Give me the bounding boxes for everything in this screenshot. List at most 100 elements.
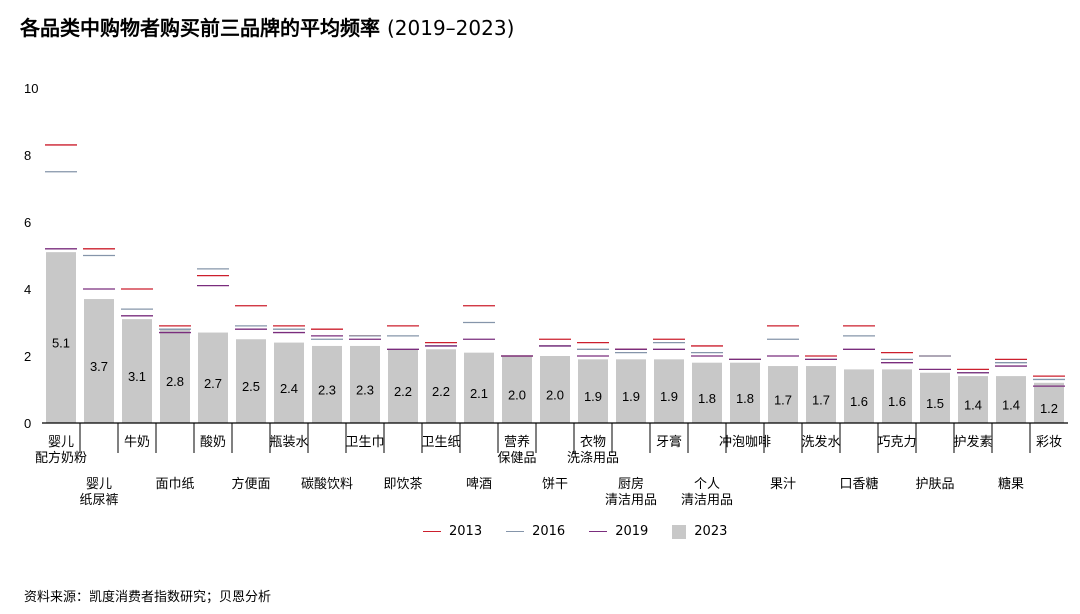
bar-value-label: 1.4 xyxy=(964,398,982,413)
legend-item-2019: 2019 xyxy=(589,524,648,539)
bar-value-label: 2.2 xyxy=(432,384,450,399)
bar-2023 xyxy=(426,349,456,423)
legend-item-2023: 2023 xyxy=(672,524,727,539)
bar-value-label: 1.5 xyxy=(926,396,944,411)
y-tick-label: 8 xyxy=(24,148,31,163)
bar-2023 xyxy=(274,342,304,423)
x-tick-label: 配方奶粉 xyxy=(35,450,87,466)
x-tick-label: 口香糖 xyxy=(839,476,878,492)
x-tick-label: 洗发水 xyxy=(801,434,840,450)
x-tick-label: 清洁用品 xyxy=(681,493,733,508)
bar-value-label: 5.1 xyxy=(52,336,70,351)
bar-value-label: 1.2 xyxy=(1040,401,1058,416)
x-tick-label: 彩妆 xyxy=(1036,435,1062,450)
x-tick-label: 即饮茶 xyxy=(383,476,422,492)
legend-swatch xyxy=(589,531,608,532)
bar-2023 xyxy=(730,362,760,423)
bar-2023 xyxy=(350,345,380,423)
bar-value-label: 1.7 xyxy=(812,393,830,408)
bar-2023 xyxy=(806,366,836,423)
y-tick-label: 10 xyxy=(24,81,38,96)
x-tick-label: 纸尿裤 xyxy=(79,493,118,508)
x-tick-label: 牙膏 xyxy=(656,434,682,450)
bar-value-label: 3.7 xyxy=(90,359,108,374)
chart-title-years: (2019–2023) xyxy=(386,16,515,40)
bar-2023 xyxy=(616,359,646,423)
bar-2023 xyxy=(844,369,874,423)
bar-value-label: 2.0 xyxy=(546,388,564,403)
x-tick-label: 卫生纸 xyxy=(421,435,460,450)
x-tick-label: 护发素 xyxy=(953,434,992,450)
bar-2023 xyxy=(540,356,570,423)
bar-value-label: 3.1 xyxy=(128,369,146,384)
bar-value-label: 1.7 xyxy=(774,393,792,408)
y-tick-label: 6 xyxy=(24,215,31,230)
bar-2023 xyxy=(654,359,684,423)
bar-value-label: 2.7 xyxy=(204,376,222,391)
legend-label: 2013 xyxy=(449,524,483,539)
bar-2023 xyxy=(464,352,494,423)
bar-value-label: 1.8 xyxy=(698,391,716,406)
bar-value-label: 2.8 xyxy=(166,374,184,389)
bar-value-label: 2.1 xyxy=(470,386,488,401)
x-tick-label: 保健品 xyxy=(497,451,536,466)
bar-value-label: 2.5 xyxy=(242,379,260,394)
bar-value-label: 2.2 xyxy=(394,384,412,399)
x-tick-label: 婴儿 xyxy=(86,477,112,492)
x-tick-label: 酸奶 xyxy=(200,435,226,450)
legend-swatch xyxy=(506,531,525,532)
bar-2023 xyxy=(46,252,76,423)
bar-2023 xyxy=(692,362,722,423)
bar-value-label: 1.9 xyxy=(584,389,602,404)
y-tick-label: 2 xyxy=(24,349,31,364)
bar-2023 xyxy=(122,319,152,423)
legend-swatch xyxy=(672,524,687,539)
x-tick-label: 个人 xyxy=(694,477,720,492)
bar-value-label: 2.3 xyxy=(318,382,336,397)
legend-item-2016: 2016 xyxy=(506,524,565,539)
x-tick-label: 果汁 xyxy=(770,477,796,492)
x-tick-label: 婴儿 xyxy=(48,435,74,450)
x-tick-label: 糖果 xyxy=(998,476,1024,492)
legend-label: 2023 xyxy=(694,524,728,539)
x-tick-label: 瓶装水 xyxy=(269,435,308,450)
bar-2023 xyxy=(996,376,1026,423)
x-tick-label: 方便面 xyxy=(231,476,270,492)
x-tick-label: 饼干 xyxy=(542,477,568,492)
x-tick-label: 冲泡咖啡 xyxy=(719,435,771,450)
chart-legend: 2013 2016 2019 2023 xyxy=(423,524,751,539)
y-tick-label: 0 xyxy=(24,416,31,431)
bar-2023 xyxy=(958,376,988,423)
bar-value-label: 1.9 xyxy=(622,389,640,404)
legend-swatch xyxy=(423,531,441,532)
bar-value-label: 1.8 xyxy=(736,391,754,406)
x-tick-label: 营养 xyxy=(504,434,530,450)
bar-value-label: 2.0 xyxy=(508,388,526,403)
x-tick-label: 洗涤用品 xyxy=(567,451,619,466)
bar-value-label: 2.4 xyxy=(280,381,298,396)
bar-value-label: 1.6 xyxy=(888,394,906,409)
legend-label: 2016 xyxy=(532,524,566,539)
legend-item-2013: 2013 xyxy=(423,524,482,539)
chart-title: 各品类中购物者购买前三品牌的平均频率 (2019–2023) xyxy=(20,12,514,41)
bar-value-label: 2.3 xyxy=(356,382,374,397)
x-tick-label: 卫生巾 xyxy=(345,435,384,450)
bar-2023 xyxy=(388,349,418,423)
bar-2023 xyxy=(768,366,798,423)
bar-value-label: 1.4 xyxy=(1002,398,1020,413)
bar-2023 xyxy=(920,372,950,423)
x-tick-label: 巧克力 xyxy=(877,435,916,450)
x-tick-label: 厨房 xyxy=(618,476,644,492)
legend-label: 2019 xyxy=(615,524,649,539)
bar-2023 xyxy=(198,332,228,423)
bar-2023 xyxy=(578,359,608,423)
x-tick-label: 牛奶 xyxy=(124,435,150,450)
source-note: 资料来源：凯度消费者指数研究；贝恩分析 xyxy=(24,590,272,605)
bar-2023 xyxy=(1034,382,1064,423)
chart-title-text: 各品类中购物者购买前三品牌的平均频率 xyxy=(20,16,380,40)
bar-2023 xyxy=(236,339,266,423)
bar-value-label: 1.6 xyxy=(850,394,868,409)
bar-2023 xyxy=(502,356,532,423)
x-tick-label: 面巾纸 xyxy=(155,477,194,492)
